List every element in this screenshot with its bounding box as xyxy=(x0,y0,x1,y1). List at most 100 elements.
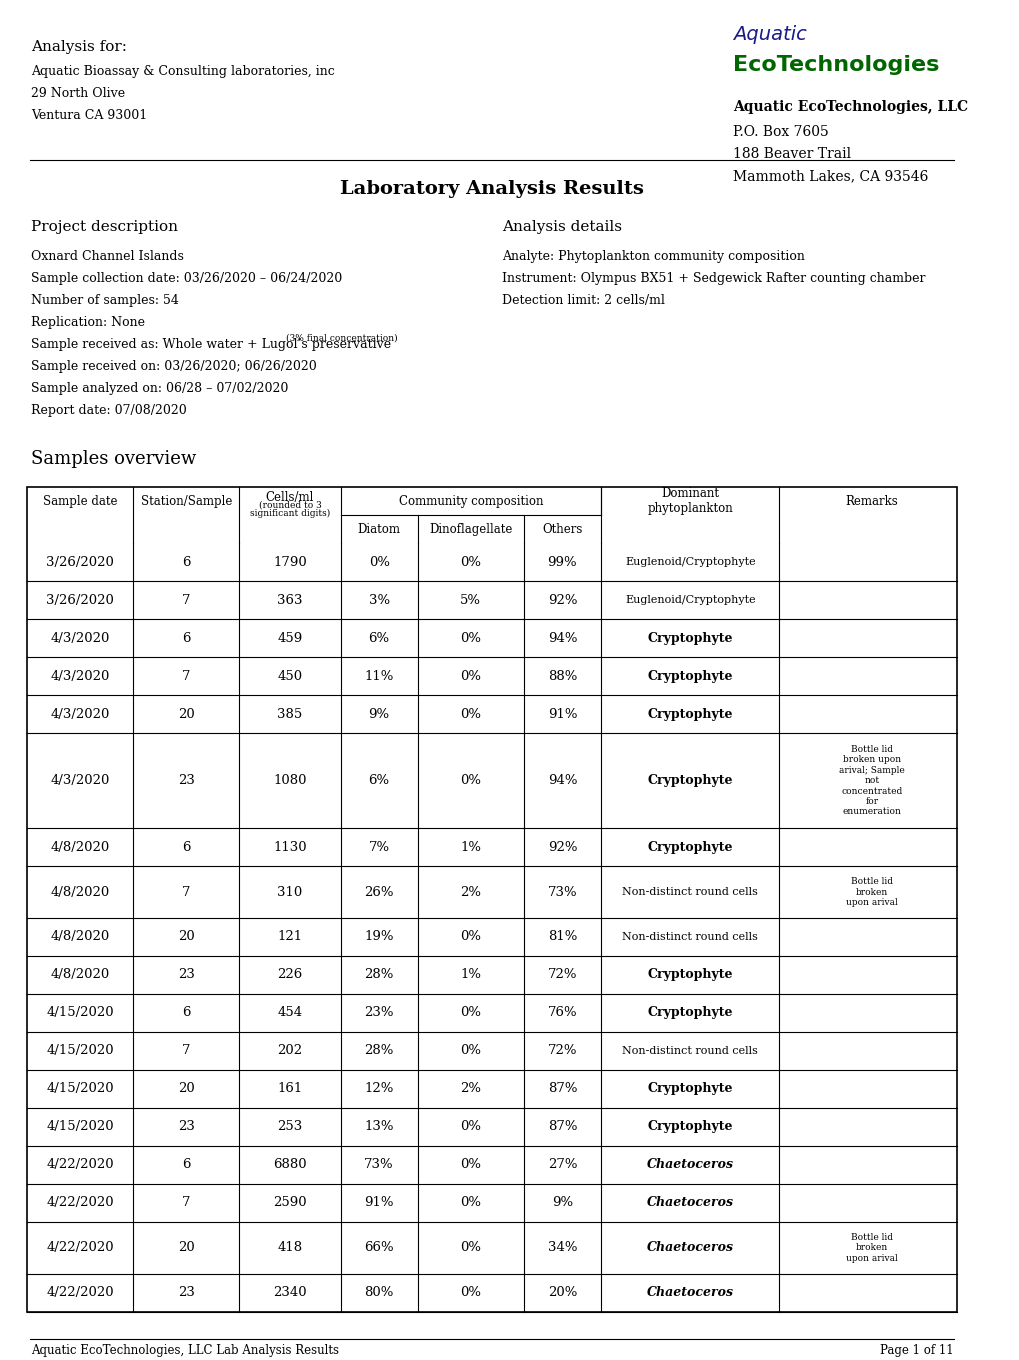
Text: Cryptophyte: Cryptophyte xyxy=(647,774,733,787)
Text: 72%: 72% xyxy=(547,1044,577,1057)
Text: 0%: 0% xyxy=(460,1121,481,1133)
Text: Bottle lid
broken
upon arival: Bottle lid broken upon arival xyxy=(846,1232,897,1262)
Text: 0%: 0% xyxy=(460,1287,481,1299)
Text: 20: 20 xyxy=(177,1083,195,1095)
Text: Chaetoceros: Chaetoceros xyxy=(646,1287,733,1299)
Text: Sample received on: 03/26/2020; 06/26/2020: Sample received on: 03/26/2020; 06/26/20… xyxy=(31,359,316,373)
Text: 4/15/2020: 4/15/2020 xyxy=(46,1006,114,1020)
Text: 4/3/2020: 4/3/2020 xyxy=(50,774,110,787)
Text: 0%: 0% xyxy=(460,930,481,944)
Text: 28%: 28% xyxy=(364,1044,393,1057)
Text: 0%: 0% xyxy=(368,556,389,568)
Text: 4/15/2020: 4/15/2020 xyxy=(46,1044,114,1057)
Text: 91%: 91% xyxy=(547,707,577,721)
Text: Chaetoceros: Chaetoceros xyxy=(646,1159,733,1171)
Text: 23: 23 xyxy=(177,968,195,982)
Text: Bottle lid
broken upon
arival; Sample
not
concentrated
for
enumeration: Bottle lid broken upon arival; Sample no… xyxy=(839,745,904,816)
Text: 4/3/2020: 4/3/2020 xyxy=(50,669,110,683)
Text: 2590: 2590 xyxy=(273,1197,307,1209)
Text: 1790: 1790 xyxy=(273,556,307,568)
Text: Aquatic EcoTechnologies, LLC Lab Analysis Results: Aquatic EcoTechnologies, LLC Lab Analysi… xyxy=(31,1344,338,1356)
Text: 3/26/2020: 3/26/2020 xyxy=(46,594,114,607)
Text: 363: 363 xyxy=(277,594,303,607)
Text: 23: 23 xyxy=(177,1287,195,1299)
Text: 226: 226 xyxy=(277,968,303,982)
Text: P.O. Box 7605: P.O. Box 7605 xyxy=(733,125,828,139)
Text: Community composition: Community composition xyxy=(398,495,542,509)
Text: 34%: 34% xyxy=(547,1242,577,1254)
Text: 0%: 0% xyxy=(460,707,481,721)
Text: 23: 23 xyxy=(177,1121,195,1133)
Text: 20: 20 xyxy=(177,707,195,721)
Text: 92%: 92% xyxy=(547,840,577,854)
Text: 28%: 28% xyxy=(364,968,393,982)
Text: 6%: 6% xyxy=(368,774,389,787)
Text: 5%: 5% xyxy=(460,594,481,607)
Text: 76%: 76% xyxy=(547,1006,577,1020)
Text: 121: 121 xyxy=(277,930,303,944)
Text: 72%: 72% xyxy=(547,968,577,982)
Text: Sample collection date: 03/26/2020 – 06/24/2020: Sample collection date: 03/26/2020 – 06/… xyxy=(31,272,341,284)
Text: Aquatic EcoTechnologies, LLC: Aquatic EcoTechnologies, LLC xyxy=(733,99,967,114)
Text: Dinoflagellate: Dinoflagellate xyxy=(429,524,512,536)
Text: 91%: 91% xyxy=(364,1197,393,1209)
Text: 6: 6 xyxy=(181,1006,191,1020)
Text: 4/22/2020: 4/22/2020 xyxy=(46,1197,114,1209)
Text: 0%: 0% xyxy=(460,1197,481,1209)
Text: 3%: 3% xyxy=(368,594,389,607)
Text: Cells/ml: Cells/ml xyxy=(265,491,314,505)
Text: Detection limit: 2 cells/ml: Detection limit: 2 cells/ml xyxy=(501,294,663,307)
Text: Replication: None: Replication: None xyxy=(31,316,145,329)
Text: Number of samples: 54: Number of samples: 54 xyxy=(31,294,178,307)
Text: 2%: 2% xyxy=(460,885,481,899)
Text: 9%: 9% xyxy=(551,1197,573,1209)
Text: 0%: 0% xyxy=(460,1006,481,1020)
Text: 87%: 87% xyxy=(547,1083,577,1095)
Text: 23: 23 xyxy=(177,774,195,787)
Text: Cryptophyte: Cryptophyte xyxy=(647,669,733,683)
Text: 6: 6 xyxy=(181,556,191,568)
Text: 88%: 88% xyxy=(547,669,577,683)
Text: 7: 7 xyxy=(181,885,191,899)
Text: 6: 6 xyxy=(181,840,191,854)
Text: 7%: 7% xyxy=(368,840,389,854)
Text: 6: 6 xyxy=(181,632,191,645)
Text: Euglenoid/Cryptophyte: Euglenoid/Cryptophyte xyxy=(625,558,755,567)
Text: 4/22/2020: 4/22/2020 xyxy=(46,1242,114,1254)
Text: Cryptophyte: Cryptophyte xyxy=(647,1121,733,1133)
Text: Analyte: Phytoplankton community composition: Analyte: Phytoplankton community composi… xyxy=(501,250,804,262)
Text: Cryptophyte: Cryptophyte xyxy=(647,1083,733,1095)
Text: 6%: 6% xyxy=(368,632,389,645)
Text: 310: 310 xyxy=(277,885,303,899)
Text: Dominant
phytoplankton: Dominant phytoplankton xyxy=(647,487,733,515)
Text: 26%: 26% xyxy=(364,885,393,899)
Text: Samples overview: Samples overview xyxy=(31,450,196,468)
Text: Cryptophyte: Cryptophyte xyxy=(647,707,733,721)
Text: 94%: 94% xyxy=(547,632,577,645)
Text: Project description: Project description xyxy=(31,220,177,234)
Text: Remarks: Remarks xyxy=(845,495,898,509)
Text: Chaetoceros: Chaetoceros xyxy=(646,1242,733,1254)
Text: 7: 7 xyxy=(181,669,191,683)
Text: 6880: 6880 xyxy=(273,1159,307,1171)
Text: 4/8/2020: 4/8/2020 xyxy=(50,930,110,944)
Text: 188 Beaver Trail: 188 Beaver Trail xyxy=(733,147,851,160)
Text: Aquatic: Aquatic xyxy=(733,24,806,44)
Text: Non-distinct round cells: Non-distinct round cells xyxy=(622,887,757,898)
Text: 87%: 87% xyxy=(547,1121,577,1133)
Text: 0%: 0% xyxy=(460,1242,481,1254)
Text: 92%: 92% xyxy=(547,594,577,607)
Text: 4/15/2020: 4/15/2020 xyxy=(46,1121,114,1133)
Text: Sample analyzed on: 06/28 – 07/02/2020: Sample analyzed on: 06/28 – 07/02/2020 xyxy=(31,382,288,394)
Text: 450: 450 xyxy=(277,669,303,683)
Text: 20%: 20% xyxy=(547,1287,577,1299)
Text: 4/3/2020: 4/3/2020 xyxy=(50,707,110,721)
Text: Sample date: Sample date xyxy=(43,495,117,509)
Text: Analysis details: Analysis details xyxy=(501,220,621,234)
Text: significant digits): significant digits) xyxy=(250,509,330,518)
Text: Station/Sample: Station/Sample xyxy=(141,495,231,509)
Text: Analysis for:: Analysis for: xyxy=(31,39,126,54)
Text: (3% final concentration): (3% final concentration) xyxy=(285,333,396,343)
Text: 0%: 0% xyxy=(460,556,481,568)
Text: 385: 385 xyxy=(277,707,303,721)
